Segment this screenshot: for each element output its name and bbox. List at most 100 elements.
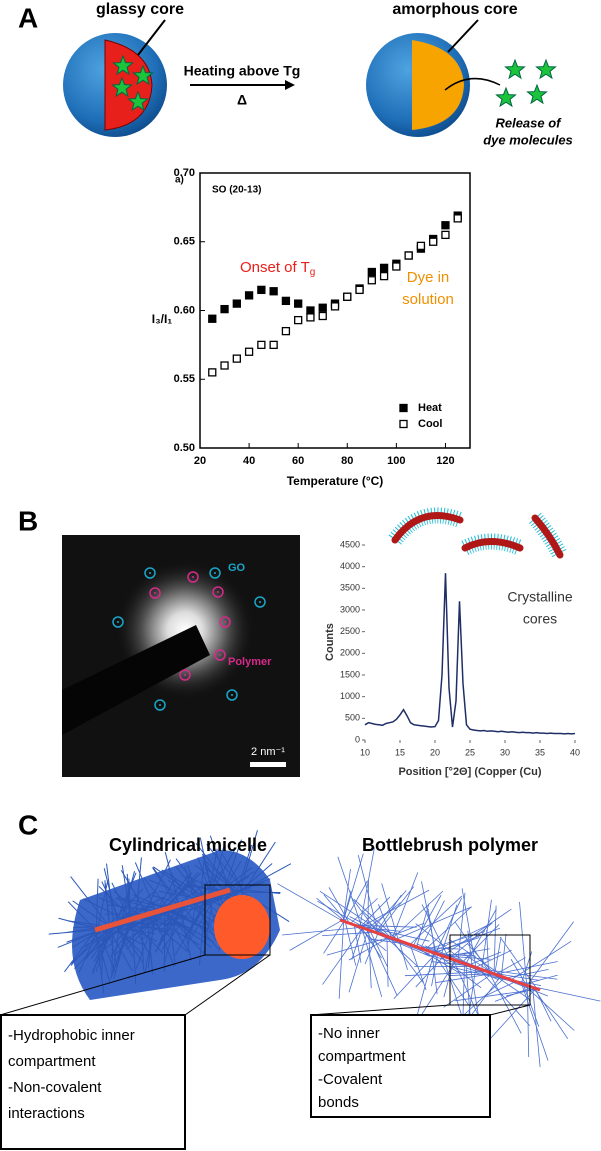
box-line: -Hydrophobic inner	[8, 1027, 135, 1044]
hair	[143, 878, 171, 911]
hair	[417, 946, 459, 950]
go-spot-dot	[259, 601, 261, 603]
x-tick-label: 40	[570, 747, 580, 757]
label: glassy core	[96, 1, 184, 18]
hair	[499, 936, 538, 990]
y-tick-label: 4500	[340, 539, 360, 549]
label: amorphous core	[392, 1, 517, 18]
y-tick-label: 0.50	[174, 442, 195, 454]
point	[330, 302, 340, 311]
hair	[431, 952, 438, 995]
star	[127, 90, 149, 112]
hair	[364, 933, 379, 965]
hair	[383, 935, 418, 967]
hair	[164, 851, 181, 908]
point	[355, 285, 364, 295]
hair	[107, 926, 133, 972]
label: Polymer	[228, 656, 272, 668]
hair	[161, 869, 210, 901]
hair	[113, 924, 144, 955]
x-tick-label: 20	[194, 455, 206, 467]
legend-label: Cool	[418, 418, 442, 430]
hair	[354, 924, 417, 928]
arrow-label: Heating above Tg	[184, 63, 301, 79]
hair	[521, 983, 549, 1061]
hair	[106, 863, 115, 925]
hair	[342, 868, 351, 922]
star	[132, 64, 154, 86]
y-axis-label: Counts	[324, 623, 336, 661]
hair	[488, 988, 537, 1041]
y-tick-label: 0	[355, 734, 360, 744]
annotation: Crystalline	[507, 589, 573, 605]
hair	[526, 985, 530, 1058]
hair	[523, 974, 558, 985]
hair	[95, 925, 114, 973]
hair	[200, 896, 236, 903]
point	[257, 285, 266, 295]
point	[453, 214, 462, 223]
y-axis-label: I₃/I₁	[152, 312, 173, 326]
hair	[412, 895, 442, 946]
point	[306, 306, 315, 315]
go-spot	[226, 689, 238, 701]
hair	[370, 890, 407, 931]
point	[232, 354, 241, 363]
point	[367, 267, 376, 277]
point	[404, 251, 413, 260]
box-line: -Non-covalent	[8, 1079, 102, 1096]
y-tick-label: 0.60	[174, 304, 195, 316]
star	[112, 54, 134, 76]
hair	[344, 921, 357, 966]
annotation: solution	[402, 291, 454, 308]
point	[367, 276, 376, 285]
brush-core	[391, 512, 464, 544]
y-tick-label: 0.55	[174, 373, 195, 385]
polymer-spot-dot	[154, 592, 156, 594]
y-tick-label: 0.70	[174, 167, 195, 179]
hair	[435, 897, 463, 954]
hair	[116, 923, 144, 963]
arrow-label: Δ	[237, 92, 247, 108]
subtitle: SO (20-13)	[212, 185, 261, 196]
hair	[505, 969, 549, 979]
y-tick-label: 1000	[340, 691, 360, 701]
label: Release of	[495, 115, 562, 130]
hair	[431, 922, 492, 953]
point	[294, 315, 303, 325]
point	[294, 299, 303, 308]
hair	[67, 901, 96, 931]
panel-letter: A	[18, 2, 38, 33]
hair	[152, 914, 175, 967]
hair	[391, 872, 419, 939]
x-axis-label: Position [°2Θ] (Copper (Cu)	[398, 766, 541, 778]
hair	[342, 853, 364, 922]
point	[441, 221, 450, 230]
brush-core	[531, 514, 564, 559]
hair	[239, 830, 258, 892]
annotation: Dye in	[407, 269, 450, 286]
hair	[522, 983, 540, 1027]
hair	[369, 930, 388, 968]
scale-bar-label: 2 nm⁻¹	[251, 746, 285, 758]
hair	[112, 923, 121, 975]
hair	[289, 920, 342, 951]
hair	[110, 919, 133, 980]
hair	[533, 987, 569, 1040]
hair	[479, 968, 558, 980]
hair	[348, 936, 390, 961]
hair	[323, 894, 348, 923]
hair	[95, 929, 105, 994]
polymer-spot	[179, 669, 191, 681]
hair	[48, 929, 96, 935]
hair	[107, 926, 156, 935]
annotation-sub: g	[310, 267, 316, 278]
polymer-spot	[214, 649, 226, 661]
hair	[152, 867, 179, 909]
hair	[154, 872, 193, 915]
hair	[141, 859, 171, 918]
polymer-spot	[187, 571, 199, 583]
go-spot	[154, 699, 166, 711]
hair	[154, 879, 176, 915]
point	[306, 313, 315, 322]
